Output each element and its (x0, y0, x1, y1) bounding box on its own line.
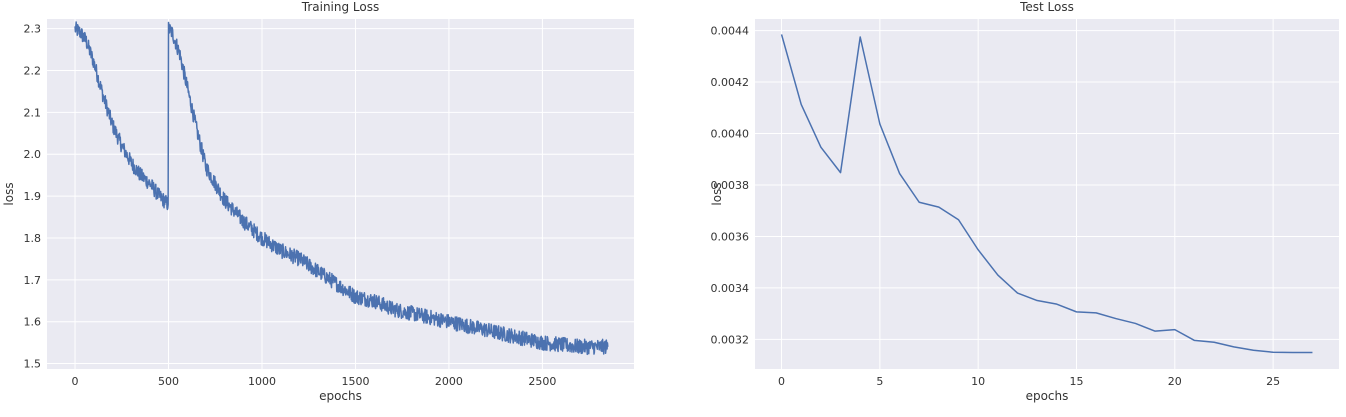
y-tick-label: 0.0032 (711, 333, 750, 346)
y-tick-label: 0.0042 (711, 76, 750, 89)
chart-title: Training Loss (301, 0, 379, 14)
plot-area (47, 19, 634, 369)
y-axis-label: loss (710, 182, 724, 205)
series-line (780, 34, 1313, 354)
y-axis-label: loss (2, 182, 16, 205)
y-tick-label: 2.1 (24, 106, 42, 119)
x-axis-label: epochs (319, 389, 362, 403)
x-tick-label: 2000 (435, 375, 463, 388)
x-tick-label: 0 (778, 375, 785, 388)
x-tick-label: 5 (876, 375, 883, 388)
test-loss-chart: 0 5 10 15 20 25 0.0032 0.0034 0.0036 0.0038 0.0040… (710, 0, 1339, 403)
x-tick-label: 500 (158, 375, 179, 388)
chart-title: Test Loss (1019, 0, 1074, 14)
x-tick-label: 1000 (248, 375, 276, 388)
y-tick-label: 0.0040 (711, 128, 750, 141)
x-axis-label: epochs (1026, 389, 1069, 403)
y-tick-label: 2.2 (24, 64, 42, 77)
y-tick-label: 0.0036 (711, 230, 750, 243)
x-tick-label: 2500 (528, 375, 556, 388)
training-loss-chart: 0 500 1000 1500 2000 2500 1.5 1.6 1.7 1.8 1.9 2.0 2.… (2, 0, 634, 403)
x-tick-label: 10 (971, 375, 985, 388)
plot-area (755, 19, 1339, 369)
y-tick-label: 0.0044 (711, 25, 750, 38)
y-tick-label: 0.0034 (711, 282, 750, 295)
y-tick-label: 1.7 (24, 274, 42, 287)
x-tick-label: 1500 (341, 375, 369, 388)
x-tick-label: 0 (72, 375, 79, 388)
y-tick-label: 1.5 (24, 358, 42, 371)
x-tick-label: 20 (1168, 375, 1182, 388)
series-line (74, 21, 609, 356)
y-tick-label: 2.0 (24, 148, 42, 161)
y-tick-label: 1.8 (24, 232, 42, 245)
x-tick-label: 15 (1069, 375, 1083, 388)
y-tick-label: 1.6 (24, 316, 42, 329)
y-tick-label: 2.3 (24, 23, 42, 36)
x-tick-label: 25 (1266, 375, 1280, 388)
y-tick-label: 0.0038 (711, 179, 750, 192)
y-tick-label: 1.9 (24, 190, 42, 203)
